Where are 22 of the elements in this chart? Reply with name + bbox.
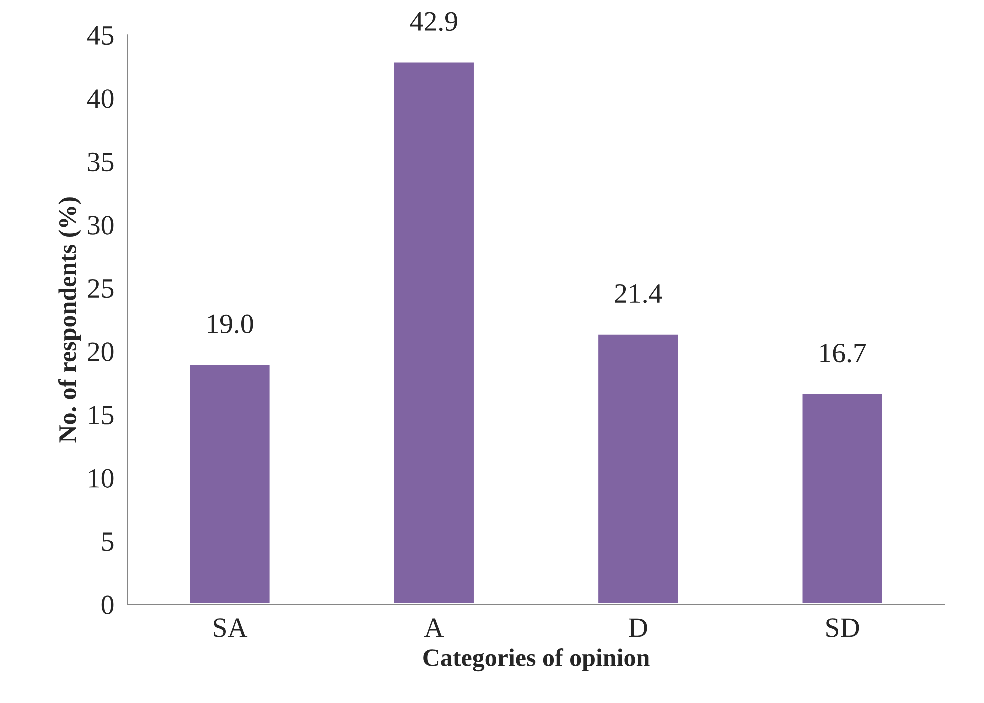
data-label: 16.7 [820, 344, 866, 363]
data-label: 21.4 [615, 284, 662, 304]
y-tick-label: 0 [102, 596, 114, 614]
y-tick-label: 30 [88, 216, 114, 235]
bar [188, 363, 272, 605]
x-tick-label: D [629, 618, 648, 638]
x-axis-title: Categories of opinion [424, 648, 650, 672]
y-tick-label: 20 [88, 342, 114, 362]
bar [800, 392, 884, 605]
y-axis-title: No. of respondents (%) [58, 198, 82, 443]
y-tick-label: 45 [87, 26, 114, 46]
y-tick-label: 5 [102, 532, 114, 552]
data-label: 42.9 [410, 12, 458, 32]
y-tick-label: 35 [88, 152, 114, 172]
x-tick-label: A [424, 618, 444, 638]
y-tick-label: 15 [89, 406, 114, 425]
y-tick-label: 10 [89, 469, 114, 488]
y-tick-label: 40 [87, 90, 114, 108]
x-tick-label: SD [826, 618, 860, 638]
x-tick-label: SA [214, 618, 248, 638]
y-tick-label: 25 [88, 279, 114, 298]
data-label: 19.0 [208, 314, 254, 334]
